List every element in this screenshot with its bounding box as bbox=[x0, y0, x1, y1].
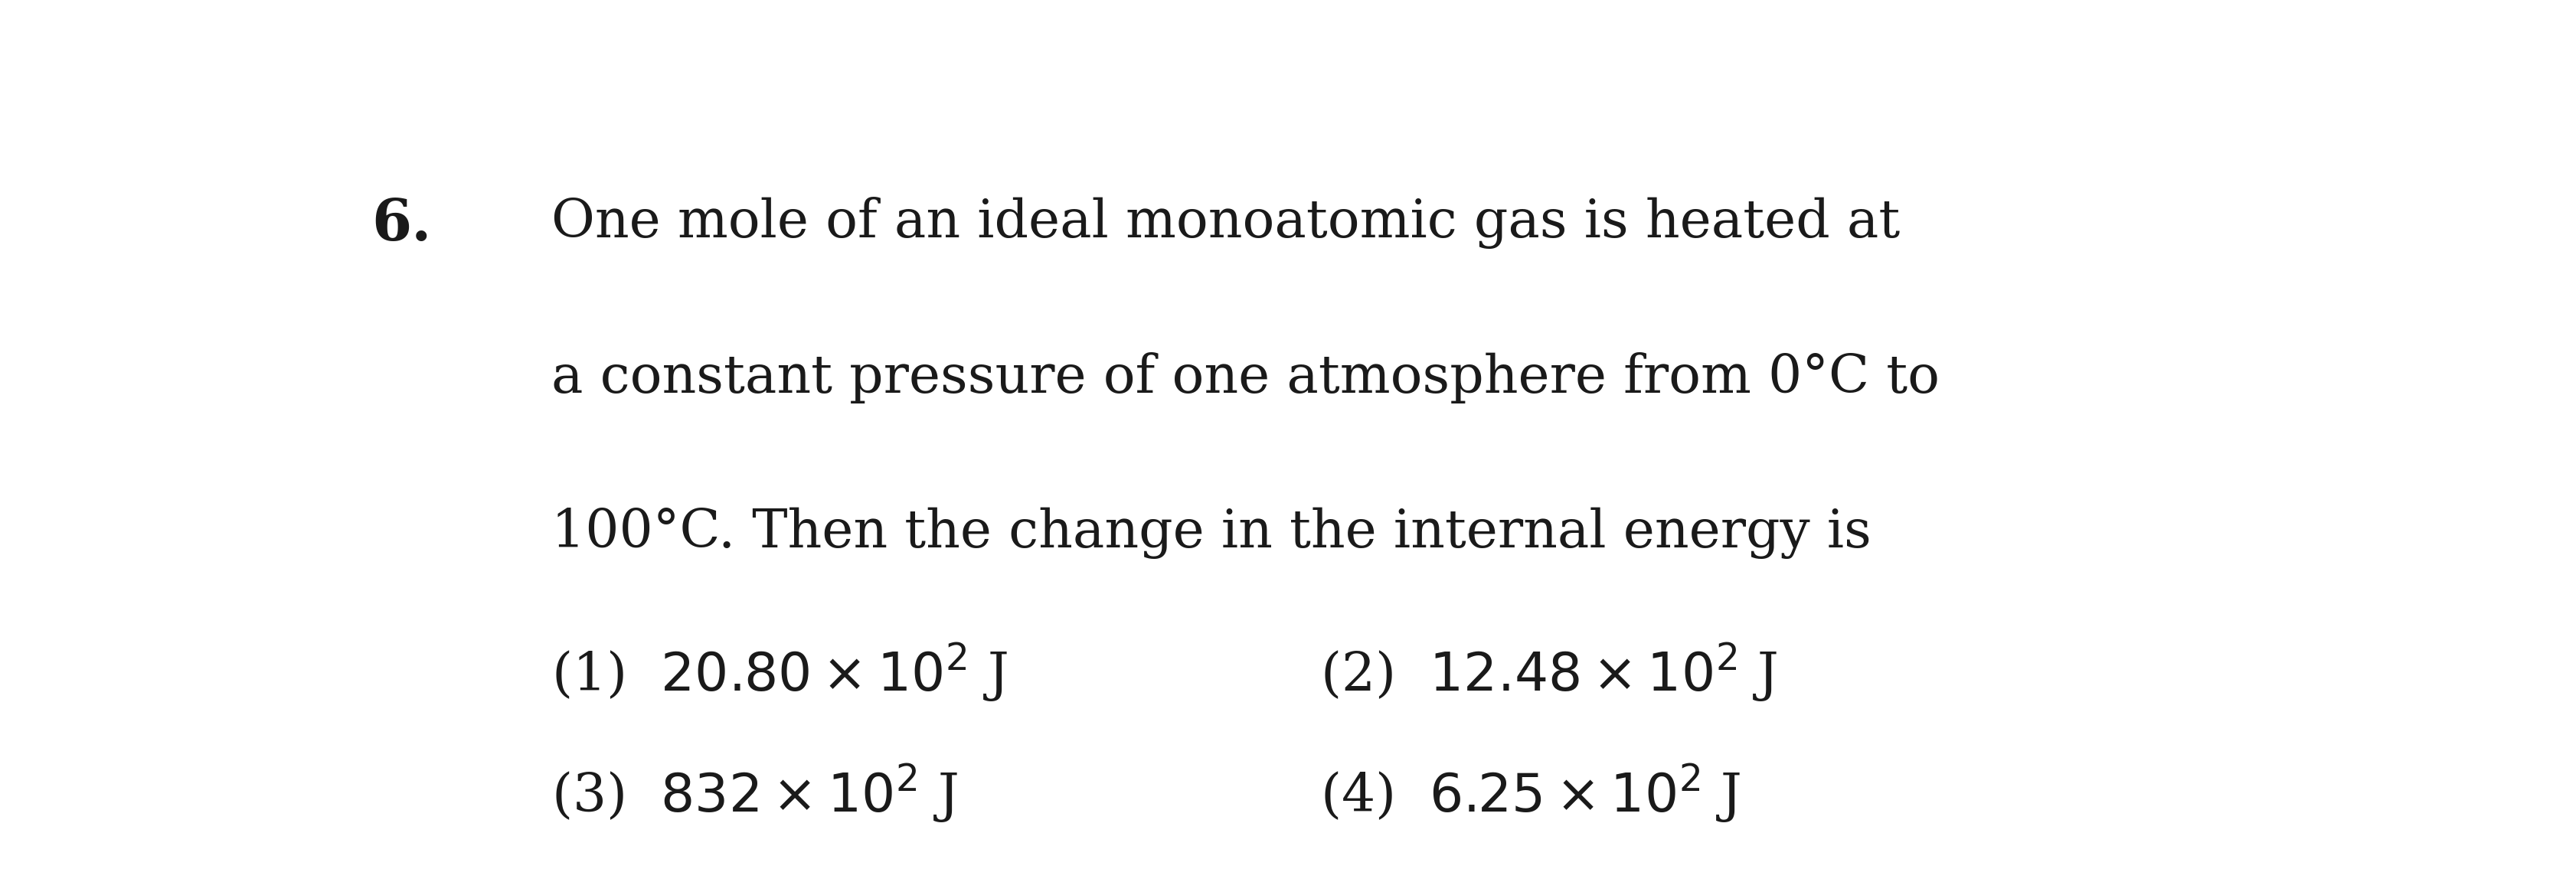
Text: a constant pressure of one atmosphere from 0°C to: a constant pressure of one atmosphere fr… bbox=[551, 352, 1940, 404]
Text: (4)  $6.25 \times 10^{2}$ J: (4) $6.25 \times 10^{2}$ J bbox=[1319, 763, 1741, 824]
Text: One mole of an ideal monoatomic gas is heated at: One mole of an ideal monoatomic gas is h… bbox=[551, 197, 1901, 249]
Text: (1)  $20.80 \times 10^{2}$ J: (1) $20.80 \times 10^{2}$ J bbox=[551, 642, 1007, 703]
Text: (3)  $832 \times 10^{2}$ J: (3) $832 \times 10^{2}$ J bbox=[551, 763, 958, 824]
Text: 6.: 6. bbox=[371, 197, 433, 253]
Text: (2)  $12.48 \times 10^{2}$ J: (2) $12.48 \times 10^{2}$ J bbox=[1319, 642, 1777, 703]
Text: 100°C. Then the change in the internal energy is: 100°C. Then the change in the internal e… bbox=[551, 507, 1873, 558]
